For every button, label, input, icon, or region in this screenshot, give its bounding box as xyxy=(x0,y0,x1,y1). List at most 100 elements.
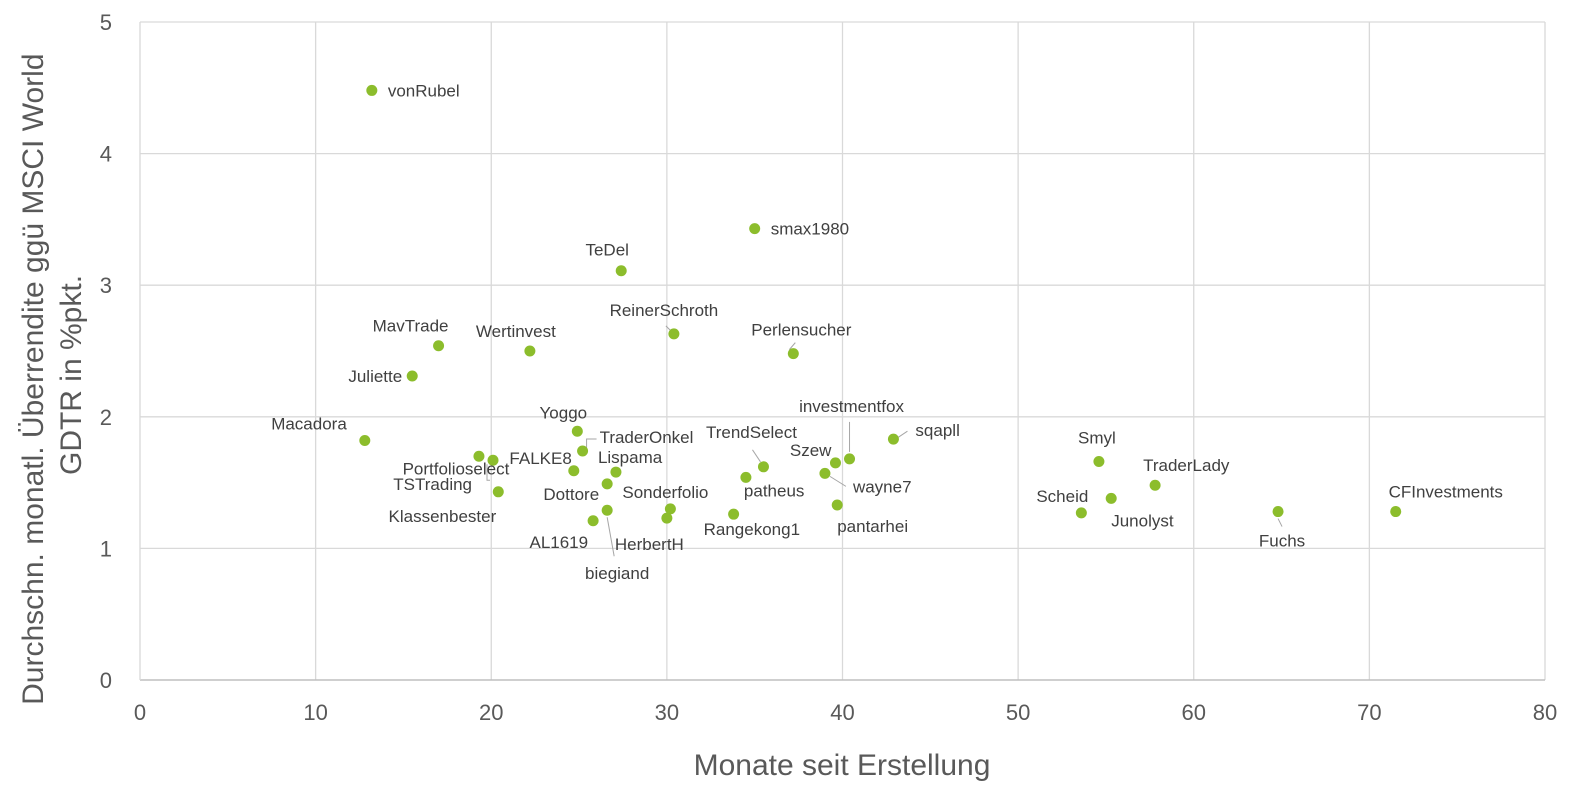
data-point xyxy=(749,223,761,235)
data-point xyxy=(433,340,445,352)
label-leader-line xyxy=(829,475,847,487)
point-label: FALKE8 xyxy=(509,449,571,468)
y-tick-label: 3 xyxy=(100,273,112,298)
data-point xyxy=(577,445,589,457)
point-label: TraderLady xyxy=(1143,456,1230,475)
label-leader-line xyxy=(788,342,796,350)
data-point xyxy=(601,504,613,516)
x-tick-label: 30 xyxy=(655,700,679,725)
data-point xyxy=(1149,479,1161,491)
point-label: pantarhei xyxy=(837,517,908,536)
point-label: Fuchs xyxy=(1259,532,1305,551)
data-point xyxy=(610,466,622,478)
data-point xyxy=(473,450,485,462)
data-point xyxy=(787,348,799,360)
x-axis-title: Monate seit Erstellung xyxy=(694,749,991,782)
point-label: Lispama xyxy=(598,448,663,467)
point-label: CFInvestments xyxy=(1389,483,1503,502)
point-label: vonRubel xyxy=(388,81,460,100)
point-label: investmentfox xyxy=(799,397,904,416)
point-label: Juliette xyxy=(348,367,402,386)
data-point xyxy=(487,454,499,466)
data-point xyxy=(1093,456,1105,468)
data-point xyxy=(601,478,613,490)
point-label: TeDel xyxy=(585,241,628,260)
point-label: Rangekong1 xyxy=(704,520,800,539)
axes: 0 10 20 30 40 50 60 70 80 0 1 2 3 4 5 xyxy=(100,10,1557,725)
data-point xyxy=(1390,506,1402,518)
point-label: Sonderfolio xyxy=(622,483,708,502)
point-label: HerbertH xyxy=(615,535,684,554)
data-point xyxy=(587,515,599,527)
point-label: Macadora xyxy=(271,414,347,433)
data-point xyxy=(492,486,504,498)
x-tick-label: 80 xyxy=(1533,700,1557,725)
data-point xyxy=(844,453,856,465)
point-label: smax1980 xyxy=(771,220,849,239)
label-leader-line xyxy=(1277,518,1283,527)
data-point xyxy=(524,345,536,357)
data-point xyxy=(668,328,680,340)
point-label: Smyl xyxy=(1078,429,1116,448)
data-point xyxy=(819,467,831,479)
data-point xyxy=(366,84,378,96)
data-point xyxy=(568,465,580,477)
data-point xyxy=(1105,492,1117,504)
point-label: biegiand xyxy=(585,564,649,583)
point-label: Dottore xyxy=(543,485,599,504)
data-point xyxy=(1075,507,1087,519)
x-tick-label: 10 xyxy=(303,700,327,725)
label-leader-line xyxy=(586,438,597,452)
point-label: ReinerSchroth xyxy=(610,301,719,320)
label-leader-line xyxy=(752,449,761,463)
point-label: Portfolioselect xyxy=(403,459,510,478)
point-label: Klassenbester xyxy=(389,507,497,526)
point-label: TrendSelect xyxy=(706,423,797,442)
point-label: TSTrading xyxy=(393,475,472,494)
data-point xyxy=(615,265,627,277)
point-label: Perlensucher xyxy=(751,321,852,340)
label-leader-line xyxy=(486,464,491,481)
data-point xyxy=(1272,506,1284,518)
data-point xyxy=(359,434,371,446)
point-label: sqapll xyxy=(915,421,959,440)
label-leader-line xyxy=(606,517,615,557)
y-tick-label: 0 xyxy=(100,668,112,693)
point-label: AL1619 xyxy=(529,533,588,552)
point-label: Scheid xyxy=(1036,487,1088,506)
data-points xyxy=(359,84,1402,527)
data-point xyxy=(661,512,673,524)
x-tick-label: 40 xyxy=(830,700,854,725)
point-label: Wertinvest xyxy=(476,322,556,341)
data-point xyxy=(728,508,740,520)
gridlines xyxy=(140,21,1546,680)
y-tick-label: 5 xyxy=(100,10,112,35)
label-leader-line xyxy=(898,430,908,438)
point-labels: vonRubel smax1980 TeDel ReinerSchroth Perlen… xyxy=(271,81,1503,583)
data-point xyxy=(406,370,418,382)
point-label: patheus xyxy=(744,481,805,500)
point-label: wayne7 xyxy=(852,477,912,496)
data-point xyxy=(757,461,769,473)
data-point xyxy=(829,457,841,469)
x-tick-label: 20 xyxy=(479,700,503,725)
x-tick-label: 0 xyxy=(134,700,146,725)
y-axis-title: Durchschn. monatl. Überrendite ggü MSCI … xyxy=(17,45,88,705)
x-tick-label: 50 xyxy=(1006,700,1030,725)
data-point xyxy=(740,471,752,483)
data-point xyxy=(664,503,676,515)
data-point xyxy=(887,433,899,445)
point-label: MavTrade xyxy=(373,317,449,336)
x-tick-label: 60 xyxy=(1182,700,1206,725)
y-axis-title-line-2: GDTR in %pkt. xyxy=(55,275,88,475)
label-leader-lines xyxy=(486,325,1283,557)
point-label: Junolyst xyxy=(1111,511,1174,530)
y-tick-label: 1 xyxy=(100,536,112,561)
x-tick-label: 70 xyxy=(1357,700,1381,725)
point-label: Yoggo xyxy=(540,403,588,422)
y-tick-label: 4 xyxy=(100,142,112,167)
data-point xyxy=(571,425,583,437)
y-tick-label: 2 xyxy=(100,405,112,430)
point-label: Szew xyxy=(790,441,832,460)
